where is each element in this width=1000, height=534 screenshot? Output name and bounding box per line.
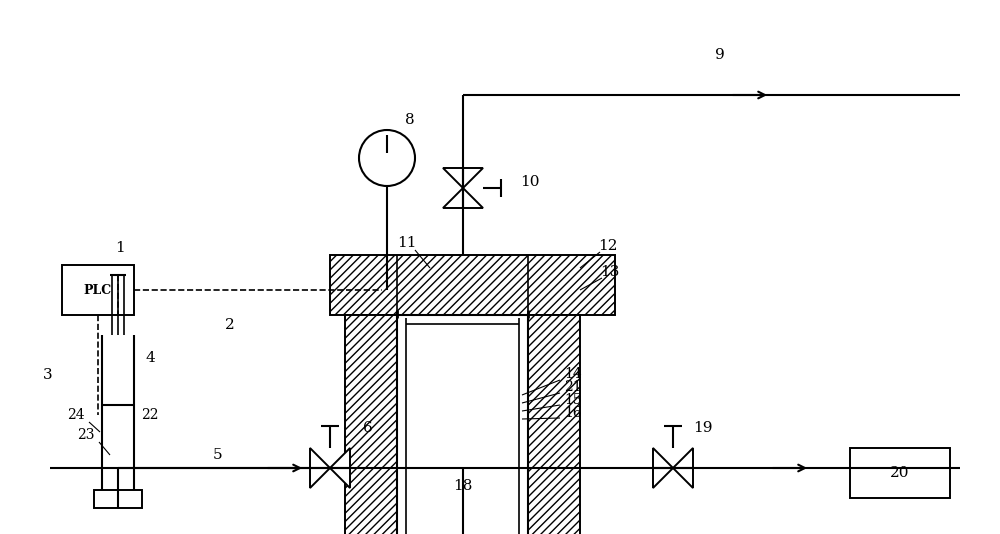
Polygon shape [673,448,693,488]
Text: 15: 15 [564,393,582,407]
Text: 13: 13 [600,265,620,279]
Bar [850,448,950,498]
Bar [397,315,528,534]
Polygon shape [330,448,350,488]
Text: 21: 21 [564,380,582,394]
Text: 24: 24 [67,408,85,422]
Polygon shape [443,168,483,188]
Polygon shape [310,448,330,488]
Text: 10: 10 [520,175,540,189]
Bar [330,255,615,315]
Text: 19: 19 [693,421,713,435]
Text: 4: 4 [145,351,155,365]
Text: 18: 18 [453,479,473,493]
Text: 23: 23 [77,428,95,442]
Bar [94,490,142,508]
Text: 12: 12 [598,239,618,253]
Text: 6: 6 [363,421,373,435]
Polygon shape [653,448,673,488]
Text: PLC: PLC [84,284,112,296]
Bar [345,315,397,534]
Text: 14: 14 [564,367,582,381]
Text: 1: 1 [115,241,125,255]
Bar [528,315,580,534]
Text: 5: 5 [213,448,223,462]
Bar [62,265,134,315]
Text: 16: 16 [564,406,582,420]
Text: 9: 9 [715,48,725,62]
Text: 11: 11 [397,236,417,250]
Text: 2: 2 [225,318,235,332]
Text: 20: 20 [890,466,910,480]
Text: 8: 8 [405,113,415,127]
Text: 3: 3 [43,368,53,382]
Polygon shape [443,188,483,208]
Text: 22: 22 [141,408,159,422]
Circle shape [359,130,415,186]
